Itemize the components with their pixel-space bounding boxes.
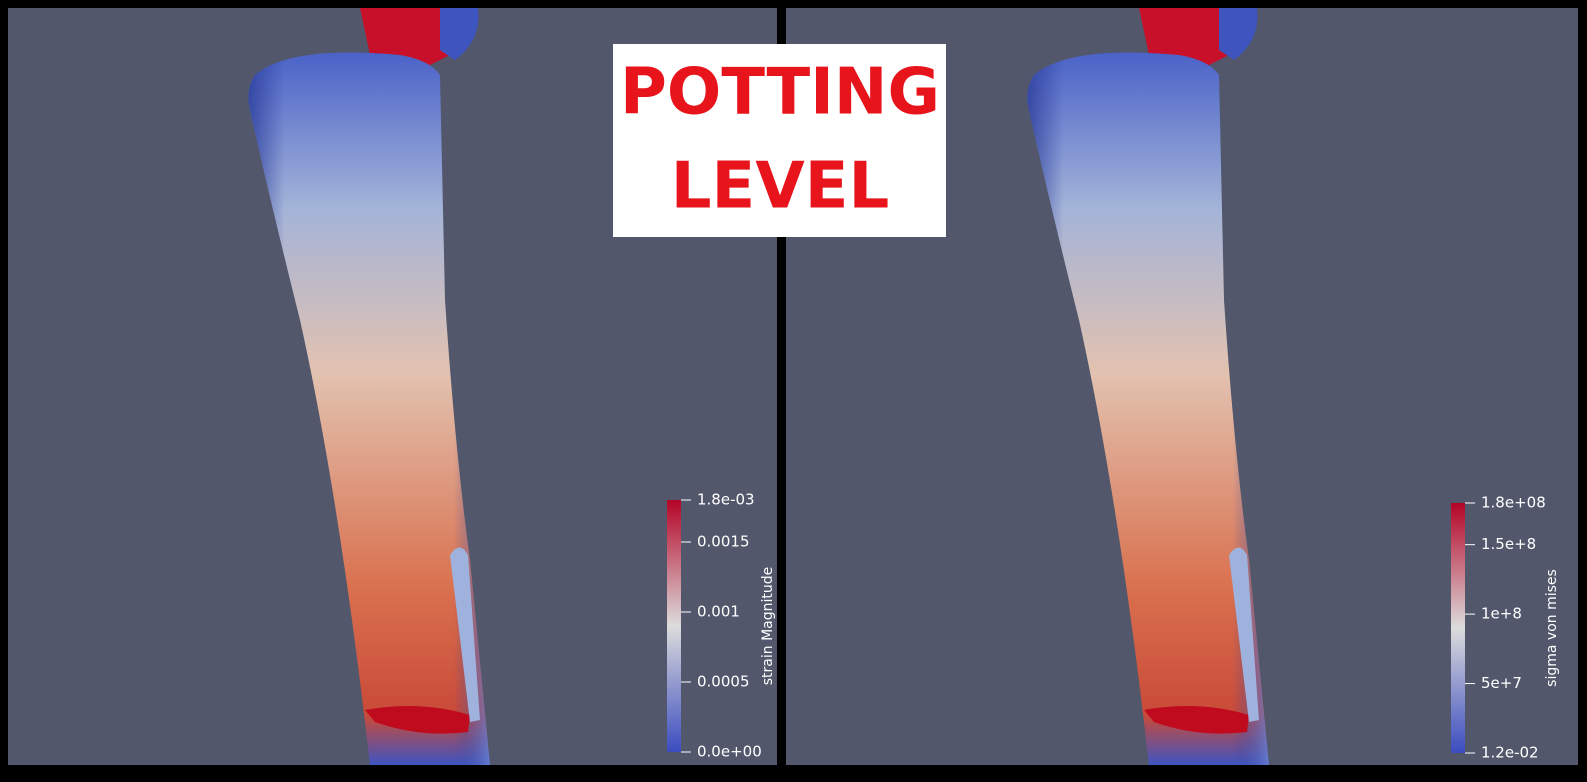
colorbar-label: 0.0e+00 [697, 743, 762, 761]
colorbar-label: 0.0015 [697, 533, 750, 551]
colorbar [667, 500, 681, 752]
colorbar-label: 1.8e-03 [697, 491, 755, 509]
colorbar-label: 1e+8 [1481, 605, 1522, 623]
colorbar-label: 0.0005 [697, 673, 750, 691]
banner-line: POTTING [620, 56, 940, 130]
banner-box [613, 44, 946, 237]
colorbar-title: sigma von mises [1544, 569, 1560, 687]
colorbar-label: 1.8e+08 [1481, 494, 1546, 512]
banner-line: LEVEL [671, 150, 890, 224]
colorbar [1451, 503, 1465, 753]
colorbar-label: 5e+7 [1481, 674, 1522, 692]
colorbar-title: strain Magnitude [760, 567, 776, 686]
colorbar-label: 0.001 [697, 603, 740, 621]
colorbar-label: 1.5e+8 [1481, 535, 1536, 553]
colorbar-label: 1.2e-02 [1481, 744, 1539, 762]
